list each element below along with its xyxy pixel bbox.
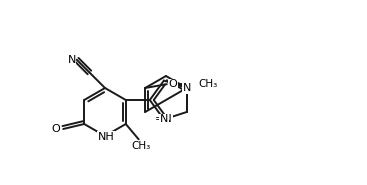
Text: N: N (160, 114, 168, 125)
Text: O: O (52, 124, 61, 134)
Text: O: O (168, 79, 177, 89)
Text: N: N (68, 55, 76, 65)
Text: =N: =N (155, 114, 173, 125)
Text: CH₃: CH₃ (199, 79, 218, 89)
Text: N: N (182, 83, 191, 93)
Text: CH₃: CH₃ (131, 141, 150, 151)
Text: NH: NH (98, 132, 115, 142)
